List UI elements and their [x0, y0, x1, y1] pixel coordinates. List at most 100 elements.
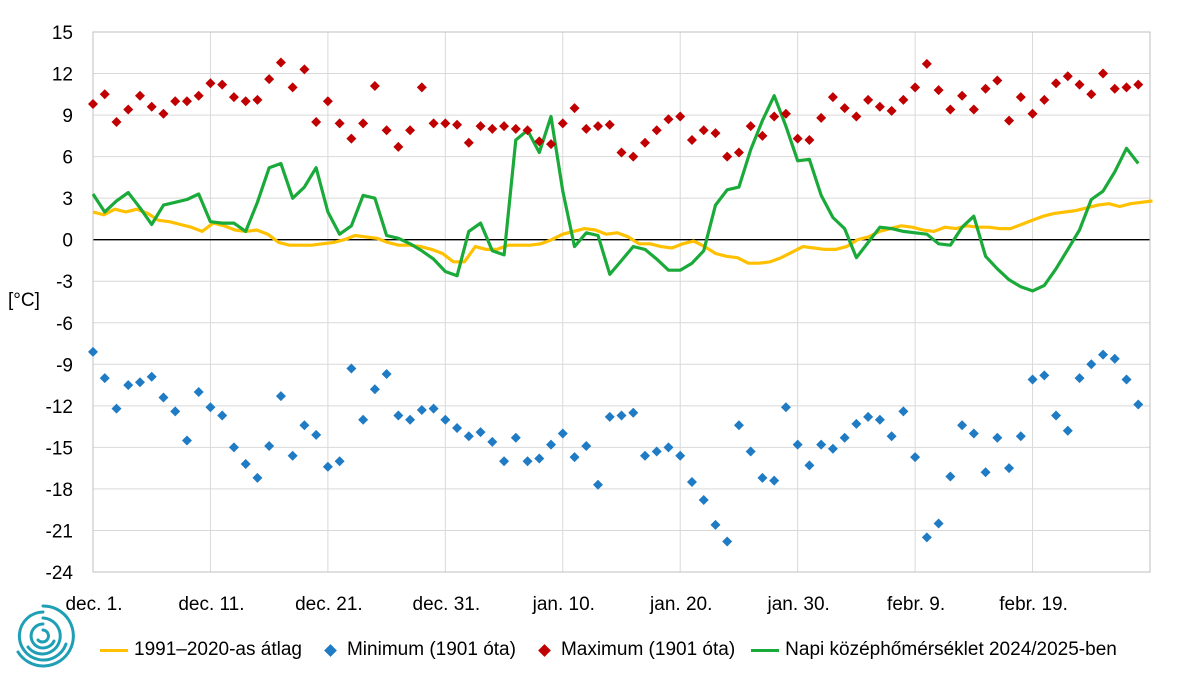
- data-point-1: [1121, 374, 1132, 385]
- data-point-1: [111, 403, 122, 414]
- data-point-1: [546, 439, 557, 450]
- data-point-2: [228, 92, 239, 103]
- data-point-2: [252, 94, 263, 105]
- legend-label-average: 1991–2020-as átlag: [134, 639, 302, 660]
- data-point-1: [945, 471, 956, 482]
- legend-swatch-minimum: [324, 643, 337, 657]
- data-point-1: [1098, 349, 1109, 360]
- data-point-1: [1051, 410, 1062, 421]
- data-point-1: [534, 453, 545, 464]
- data-point-2: [181, 96, 192, 107]
- data-point-2: [933, 85, 944, 96]
- y-tick-label: -24: [46, 563, 74, 584]
- data-point-1: [957, 420, 968, 431]
- data-point-2: [698, 125, 709, 136]
- data-point-1: [675, 450, 686, 461]
- data-point-2: [264, 74, 275, 85]
- data-point-2: [1121, 82, 1132, 93]
- data-point-1: [522, 456, 533, 467]
- data-point-2: [146, 101, 157, 112]
- data-point-2: [910, 82, 921, 93]
- data-point-1: [264, 441, 275, 451]
- data-point-2: [322, 96, 333, 107]
- data-point-1: [792, 439, 803, 450]
- data-point-1: [780, 402, 791, 413]
- data-point-1: [322, 461, 333, 472]
- data-point-2: [593, 121, 604, 132]
- data-point-1: [698, 495, 709, 505]
- data-point-1: [358, 414, 369, 425]
- legend-item-average: 1991–2020-as átlag: [100, 639, 302, 661]
- data-point-2: [217, 79, 228, 90]
- data-point-2: [1074, 79, 1085, 90]
- data-point-2: [816, 112, 827, 123]
- data-point-1: [663, 442, 674, 453]
- data-point-2: [428, 118, 439, 129]
- data-point-2: [416, 82, 427, 93]
- x-tick-label: jan. 20.: [649, 594, 712, 615]
- data-point-2: [827, 92, 838, 103]
- data-point-2: [275, 57, 286, 68]
- data-point-2: [1062, 71, 1073, 82]
- data-point-2: [663, 114, 674, 125]
- data-point-1: [181, 435, 192, 446]
- data-point-1: [628, 407, 639, 418]
- data-point-2: [546, 139, 557, 150]
- data-point-2: [769, 111, 780, 122]
- data-point-1: [1027, 374, 1038, 385]
- data-point-1: [499, 456, 510, 467]
- data-point-2: [1027, 108, 1038, 119]
- data-point-2: [193, 90, 204, 101]
- x-tick-label: dec. 11.: [178, 594, 244, 615]
- data-point-1: [1074, 373, 1085, 384]
- legend-swatch-daily-mean: [751, 648, 780, 652]
- series-line-0: [92, 199, 1153, 265]
- y-tick-label: -6: [56, 314, 73, 335]
- y-tick-label: 9: [62, 106, 73, 127]
- data-point-1: [816, 439, 827, 450]
- y-tick-label: 12: [52, 65, 73, 86]
- data-point-2: [839, 103, 850, 114]
- data-point-2: [581, 123, 592, 134]
- data-point-1: [217, 410, 228, 421]
- data-point-2: [686, 135, 697, 145]
- data-point-1: [980, 467, 991, 478]
- y-tick-label: 0: [62, 231, 73, 252]
- data-point-2: [522, 125, 533, 136]
- y-tick-label: -15: [46, 438, 73, 459]
- data-point-1: [557, 428, 568, 439]
- x-tick-label: febr. 19.: [999, 594, 1068, 615]
- data-point-2: [158, 108, 169, 119]
- data-point-2: [1015, 92, 1026, 103]
- data-point-2: [510, 123, 521, 134]
- y-tick-label: -3: [56, 272, 73, 293]
- data-point-1: [581, 441, 592, 451]
- data-point-1: [1133, 399, 1144, 410]
- data-point-2: [628, 151, 639, 162]
- legend-label-daily-mean: Napi középhőmérséklet 2024/2025-ben: [785, 639, 1117, 660]
- legend-item-daily-mean: Napi középhőmérséklet 2024/2025-ben: [751, 639, 1117, 661]
- data-point-2: [733, 147, 744, 158]
- data-point-1: [158, 392, 169, 403]
- data-point-1: [170, 406, 181, 417]
- data-point-1: [851, 418, 862, 429]
- data-point-2: [675, 111, 686, 122]
- data-point-1: [88, 346, 98, 357]
- grid-lines: [92, 31, 1151, 573]
- data-point-1: [874, 414, 885, 425]
- data-point-1: [134, 377, 145, 388]
- data-point-2: [358, 118, 369, 129]
- data-point-1: [381, 369, 392, 379]
- data-point-2: [604, 119, 615, 130]
- data-point-2: [921, 58, 932, 69]
- data-point-2: [299, 64, 310, 75]
- data-point-1: [440, 414, 451, 425]
- data-point-2: [99, 89, 110, 100]
- data-point-2: [111, 117, 122, 127]
- data-point-2: [804, 135, 815, 145]
- y-tick-label: -9: [56, 355, 73, 376]
- x-tick-label: jan. 30.: [767, 594, 830, 615]
- data-point-2: [440, 118, 451, 129]
- data-point-2: [874, 101, 885, 112]
- data-point-2: [863, 94, 874, 105]
